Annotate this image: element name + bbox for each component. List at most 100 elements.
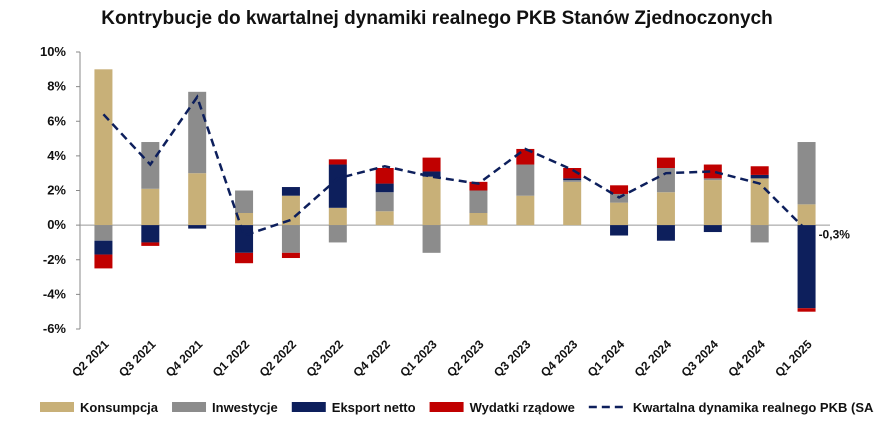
bar-konsumpcja: [656, 192, 675, 226]
legend-swatch: [40, 402, 74, 412]
bar-konsumpcja: [469, 213, 488, 226]
bar-inwestycje: [188, 91, 207, 174]
x-category-label: Q1 2024: [585, 337, 628, 380]
bar-eksport-netto: [375, 183, 394, 193]
bar-wydatki-rz-dowe: [328, 159, 347, 165]
y-tick-label: -2%: [43, 252, 67, 267]
bar-konsumpcja: [422, 176, 441, 226]
bar-wydatki-rz-dowe: [797, 308, 816, 312]
bar-inwestycje: [328, 225, 347, 243]
bar-eksport-netto: [610, 225, 629, 236]
bar-wydatki-rz-dowe: [563, 167, 582, 179]
bar-wydatki-rz-dowe: [656, 157, 675, 168]
bar-inwestycje: [563, 180, 582, 182]
bar-inwestycje: [281, 225, 300, 253]
x-category-label: Q1 2022: [210, 337, 253, 380]
bar-wydatki-rz-dowe: [235, 252, 254, 264]
legend: Konsumpcja Inwestycje Eksport netto Wydatki…: [40, 400, 874, 415]
legend-swatch: [172, 402, 207, 412]
bar-eksport-netto: [281, 187, 300, 196]
legend-swatch: [429, 402, 464, 412]
y-tick-label: 4%: [47, 148, 66, 163]
bar-wydatki-rz-dowe: [610, 185, 629, 194]
bar-inwestycje: [656, 167, 675, 193]
data-label-last-value: -0,3%: [819, 227, 851, 241]
bar-wydatki-rz-dowe: [469, 181, 488, 191]
bar-wydatki-rz-dowe: [422, 157, 441, 172]
bar-konsumpcja: [281, 195, 300, 226]
bar-konsumpcja: [750, 178, 769, 226]
x-category-label: Q3 2021: [116, 337, 159, 380]
y-tick-label: 0%: [47, 217, 66, 232]
bar-eksport-netto: [703, 225, 722, 233]
label-layer: -0,3%: [819, 227, 851, 241]
bar-inwestycje: [94, 225, 113, 241]
bar-inwestycje: [375, 192, 394, 212]
legend-label: Konsumpcja: [80, 400, 159, 415]
bar-eksport-netto: [656, 225, 675, 241]
legend-swatch: [291, 402, 326, 412]
bar-eksport-netto: [422, 171, 441, 177]
bar-konsumpcja: [188, 173, 207, 226]
bar-wydatki-rz-dowe: [281, 252, 300, 259]
y-tick-label: -6%: [43, 321, 67, 336]
bar-konsumpcja: [797, 204, 816, 226]
bar-wydatki-rz-dowe: [703, 164, 722, 179]
bar-wydatki-rz-dowe: [141, 242, 160, 246]
bar-wydatki-rz-dowe: [750, 166, 769, 175]
x-category-label: Q4 2023: [538, 337, 581, 380]
bar-inwestycje: [422, 225, 441, 253]
bar-inwestycje: [750, 225, 769, 243]
bar-eksport-netto: [188, 225, 207, 229]
bar-inwestycje: [703, 178, 722, 181]
x-category-label: Q3 2023: [491, 337, 534, 380]
x-category-label: Q2 2023: [444, 337, 487, 380]
x-category-label: Q4 2021: [163, 337, 206, 380]
bar-eksport-netto: [328, 164, 347, 208]
legend-label: Inwestycje: [212, 400, 278, 415]
bar-wydatki-rz-dowe: [94, 254, 113, 269]
y-tick-label: 8%: [47, 79, 66, 94]
x-category-label: Q2 2022: [257, 337, 300, 380]
x-category-label: Q3 2022: [303, 337, 346, 380]
bar-inwestycje: [235, 190, 254, 214]
bar-eksport-netto: [94, 240, 113, 255]
bar-inwestycje: [516, 164, 535, 196]
line-layer: [102, 94, 808, 238]
y-tick-label: -4%: [43, 286, 67, 301]
x-category-label: Q2 2021: [69, 337, 112, 380]
x-category-label: Q4 2024: [725, 337, 768, 380]
bar-wydatki-rz-dowe: [375, 167, 394, 184]
x-category-label: Q1 2025: [772, 337, 815, 380]
bar-konsumpcja: [516, 195, 535, 226]
bar-eksport-netto: [141, 225, 160, 243]
bar-konsumpcja: [563, 181, 582, 226]
bar-konsumpcja: [328, 207, 347, 226]
x-category-label: Q2 2024: [632, 337, 675, 380]
bar-inwestycje: [469, 190, 488, 214]
bar-konsumpcja: [235, 213, 254, 226]
chart-title: Kontrybucje do kwartalnej dynamiki realn…: [101, 8, 773, 29]
y-tick-label: 10%: [40, 44, 66, 59]
y-tick-label: 6%: [47, 113, 66, 128]
bar-konsumpcja: [703, 180, 722, 226]
gdp-dashed-line: [102, 94, 808, 238]
x-category-label: Q1 2023: [397, 337, 440, 380]
legend-label: Wydatki rządowe: [470, 400, 575, 415]
bar-eksport-netto: [750, 174, 769, 179]
legend-label: Eksport netto: [332, 400, 416, 415]
bar-eksport-netto: [563, 178, 582, 181]
bar-eksport-netto: [797, 225, 816, 309]
bar-layer: [94, 69, 816, 312]
x-category-label: Q4 2022: [350, 337, 393, 380]
y-tick-label: 2%: [47, 183, 66, 198]
bar-inwestycje: [797, 142, 816, 205]
bar-konsumpcja: [94, 69, 113, 226]
x-category-label: Q3 2024: [678, 337, 721, 380]
legend-label: Kwartalna dynamika realnego PKB (SAAR): [633, 400, 874, 415]
bar-konsumpcja: [141, 188, 160, 226]
bar-konsumpcja: [375, 211, 394, 226]
bar-eksport-netto: [235, 225, 254, 253]
